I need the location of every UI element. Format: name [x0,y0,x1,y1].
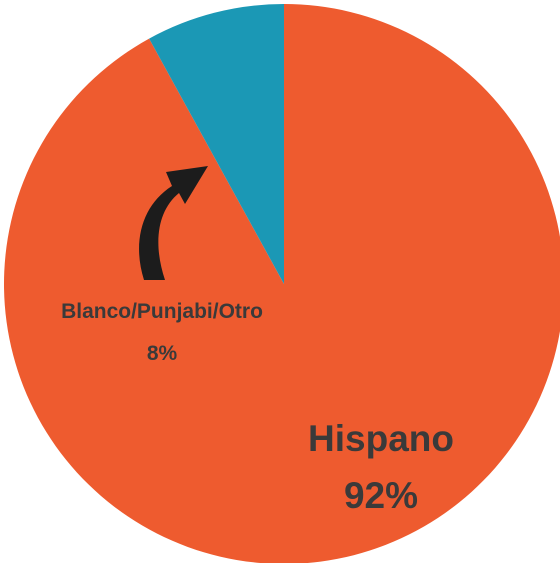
slice-label-blanco: Blanco/Punjabi/Otro [61,300,263,323]
pie-slices [4,4,560,563]
pie-slice-blanco-punjabi-otro [149,4,284,284]
annotation-arrow [139,166,208,280]
slice-label-hispano: Hispano [308,418,454,459]
slice-value-hispano: 92% [344,475,418,516]
slice-value-blanco: 8% [147,342,178,365]
pie-slice-hispano [4,4,560,563]
